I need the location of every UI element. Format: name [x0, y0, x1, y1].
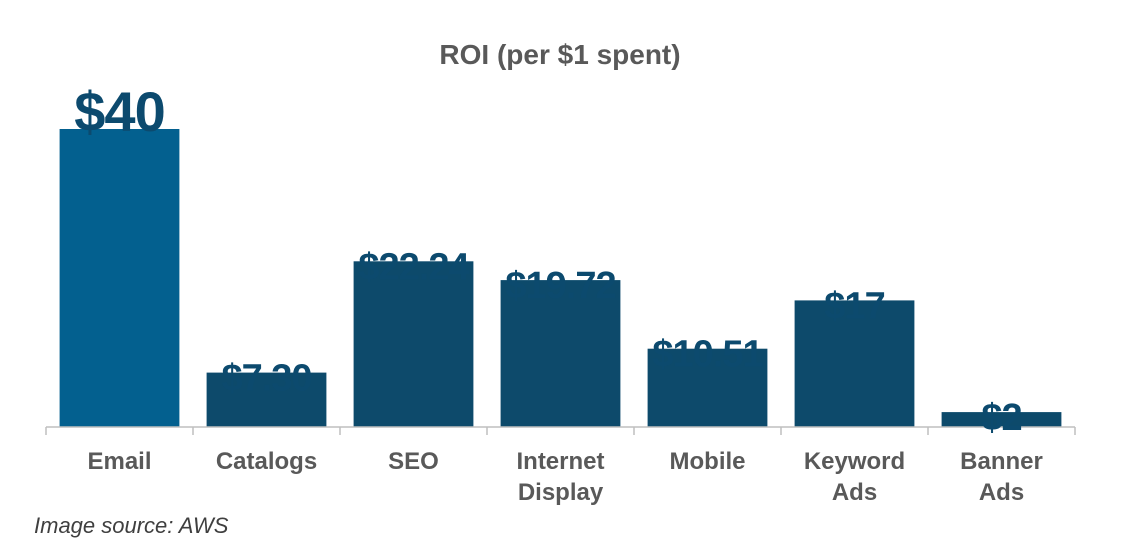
bar-seo: [353, 261, 474, 427]
tick-label-seo: SEO: [388, 448, 439, 475]
data-label-keyword-ads: $17: [824, 285, 884, 327]
tick-label-catalogs: Catalogs: [216, 448, 317, 475]
tick-label-banner-ads: Banner Ads: [960, 448, 1043, 506]
tick-label-internet-display: Internet Display: [516, 448, 604, 506]
data-label-catalogs: $7.30: [221, 358, 311, 400]
image-source-note: Image source: AWS: [34, 513, 229, 538]
bar-mobile: [647, 348, 768, 427]
tick-label-email: Email: [87, 448, 151, 475]
chart-title: ROI (per $1 spent): [439, 39, 680, 70]
data-label-mobile: $10.51: [652, 334, 763, 376]
bars-layer: [59, 129, 1062, 428]
bar-catalogs: [206, 372, 327, 427]
data-labels-layer: $40 $7.30 $22.24 $19.72 $10.51 $17 $2: [74, 80, 1022, 439]
bar-keyword-ads: [794, 300, 915, 428]
tick-label-mobile: Mobile: [670, 448, 746, 475]
tick-label-keyword-ads: Keyword Ads: [804, 448, 905, 506]
data-label-seo: $22.24: [358, 246, 469, 288]
bar-banner-ads: [941, 412, 1062, 427]
data-label-banner-ads: $2: [981, 397, 1021, 439]
bar-email: [59, 129, 180, 427]
data-label-internet-display: $19.72: [505, 265, 615, 307]
x-axis: Email Catalogs SEO Internet Display Mobile Key…: [45, 426, 1076, 506]
bar-internet-display: [500, 280, 621, 427]
data-label-email: $40: [74, 80, 164, 143]
